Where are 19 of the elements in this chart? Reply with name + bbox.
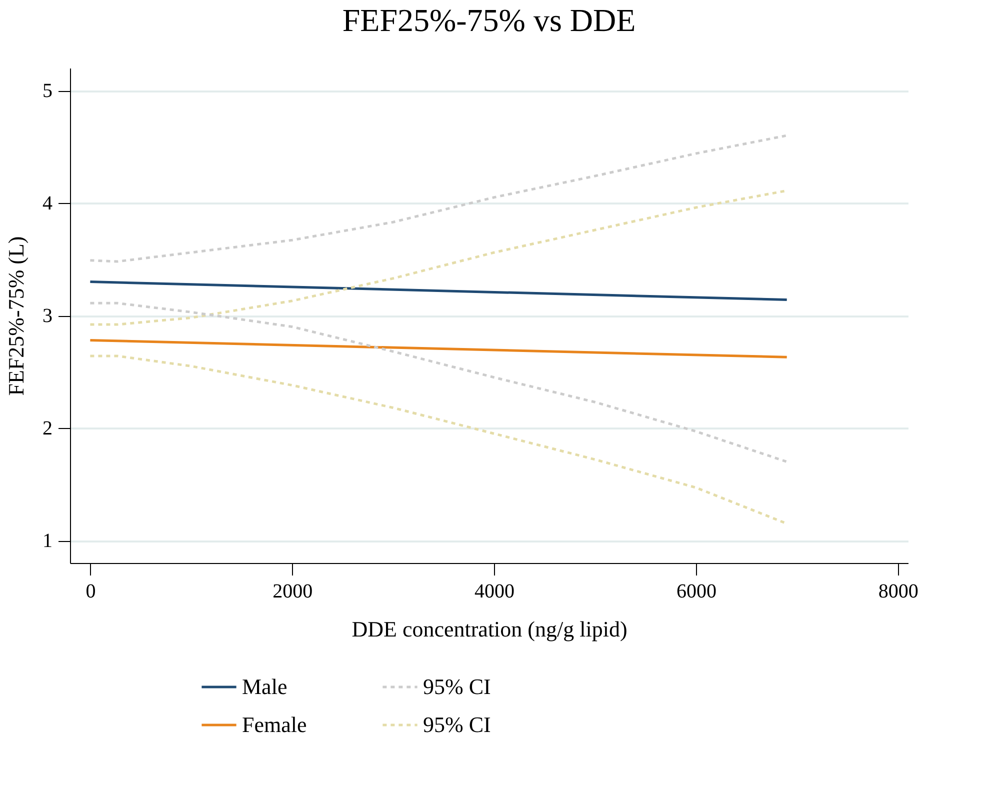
x-tick-label: 2000: [272, 580, 313, 602]
x-tick-label: 0: [86, 580, 96, 602]
y-tick-label: 5: [42, 80, 52, 102]
y-axis-title: FEF25%-75% (L): [4, 236, 28, 396]
legend-label: Female: [242, 712, 307, 737]
y-tick-label: 4: [42, 192, 52, 214]
legend-label: 95% CI: [423, 674, 491, 699]
x-axis-title: DDE concentration (ng/g lipid): [352, 616, 628, 642]
line-series: [88, 134, 788, 263]
x-tick-label: 8000: [878, 580, 918, 602]
y-tick-label: 1: [42, 530, 52, 552]
legend-label: Male: [242, 674, 288, 699]
legend-label: 95% CI: [423, 712, 491, 737]
chart-title: FEF25%-75% vs DDE: [342, 2, 636, 38]
y-tick-label: 3: [42, 305, 52, 327]
y-tick-label: 2: [42, 418, 52, 440]
x-tick-label: 4000: [474, 580, 515, 602]
x-tick-label: 6000: [676, 580, 716, 602]
line-series: [88, 302, 788, 463]
